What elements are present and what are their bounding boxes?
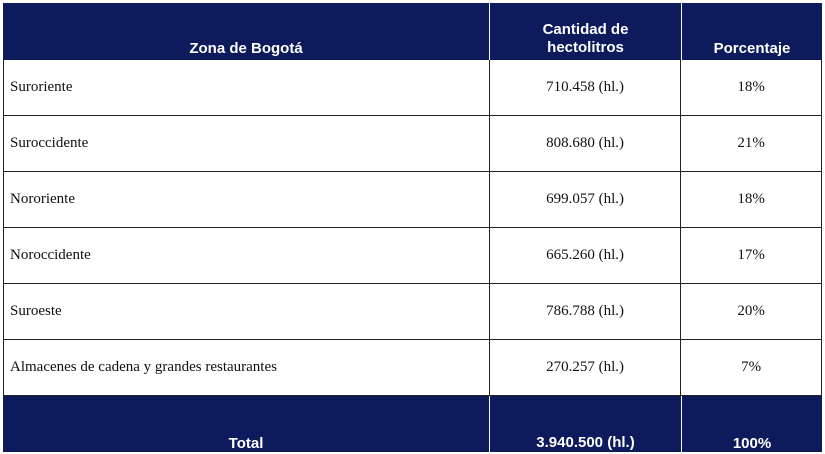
- cell-text: 20%: [737, 303, 765, 319]
- table-cell: Nororiente: [4, 172, 490, 227]
- cell-text: 710.458 (hl.): [546, 79, 625, 95]
- cell-text: Almacenes de cadena y grandes restaurant…: [10, 359, 277, 375]
- cell-text: 7%: [741, 359, 762, 375]
- cell-text: Suroriente: [10, 79, 73, 95]
- cell-text: Zona de Bogotá: [189, 40, 303, 57]
- table-row: Noroccidente 665.260 (hl.) 17%: [3, 228, 822, 284]
- cell-text: Porcentaje: [713, 40, 791, 57]
- table-cell: 699.057 (hl.): [490, 172, 682, 227]
- cell-text: Suroeste: [10, 303, 62, 319]
- table-cell: 18%: [681, 172, 821, 227]
- table-cell: 3.940.500 (hl.): [490, 396, 682, 452]
- cell-text: 18%: [737, 79, 765, 95]
- table-cell: 786.788 (hl.): [490, 284, 682, 339]
- cell-text: 665.260 (hl.): [546, 247, 625, 263]
- table-cell: 18%: [681, 60, 821, 115]
- table-cell: 20%: [681, 284, 821, 339]
- table-cell: 100%: [682, 396, 822, 452]
- table-row: Suroeste 786.788 (hl.) 20%: [3, 284, 822, 340]
- cell-text: 21%: [737, 135, 765, 151]
- cell-text: 786.788 (hl.): [546, 303, 625, 319]
- cell-text: 270.257 (hl.): [546, 359, 625, 375]
- cell-text: Suroccidente: [10, 135, 89, 151]
- cell-text: Cantidad de hectolitros: [542, 21, 629, 56]
- table-cell: Suroriente: [4, 60, 490, 115]
- table: Zona de Bogotá Cantidad de hectolitros Por…: [3, 3, 822, 452]
- table-cell: Zona de Bogotá: [3, 3, 490, 60]
- table-cell: Total: [3, 396, 490, 452]
- cell-text: 699.057 (hl.): [546, 191, 625, 207]
- cell-text: 808.680 (hl.): [546, 135, 625, 151]
- table-row: Suroccidente 808.680 (hl.) 21%: [3, 116, 822, 172]
- cell-text: 18%: [737, 191, 765, 207]
- table-cell: 710.458 (hl.): [490, 60, 682, 115]
- table-row: Suroriente 710.458 (hl.) 18%: [3, 60, 822, 116]
- table-cell: Suroccidente: [4, 116, 490, 171]
- table-row: Nororiente 699.057 (hl.) 18%: [3, 172, 822, 228]
- cell-text: 100%: [732, 435, 772, 452]
- table-cell: 808.680 (hl.): [490, 116, 682, 171]
- table-cell: 17%: [681, 228, 821, 283]
- table-cell: Suroeste: [4, 284, 490, 339]
- table-cell: 270.257 (hl.): [490, 340, 682, 395]
- table-cell: Almacenes de cadena y grandes restaurant…: [4, 340, 490, 395]
- cell-text: Total: [228, 435, 264, 452]
- cell-text: 17%: [737, 247, 765, 263]
- cell-text: Nororiente: [10, 191, 75, 207]
- table-cell: Noroccidente: [4, 228, 490, 283]
- cell-text: Noroccidente: [10, 247, 91, 263]
- total-row: Total 3.940.500 (hl.) 100%: [3, 396, 822, 452]
- header-row: Zona de Bogotá Cantidad de hectolitros Por…: [3, 3, 822, 60]
- cell-text: 3.940.500 (hl.): [536, 434, 635, 451]
- table-cell: Porcentaje: [682, 3, 822, 60]
- table-cell: 665.260 (hl.): [490, 228, 682, 283]
- table-cell: 21%: [681, 116, 821, 171]
- table-cell: 7%: [681, 340, 821, 395]
- table-row: Almacenes de cadena y grandes restaurant…: [3, 340, 822, 396]
- table-cell: Cantidad de hectolitros: [490, 3, 682, 60]
